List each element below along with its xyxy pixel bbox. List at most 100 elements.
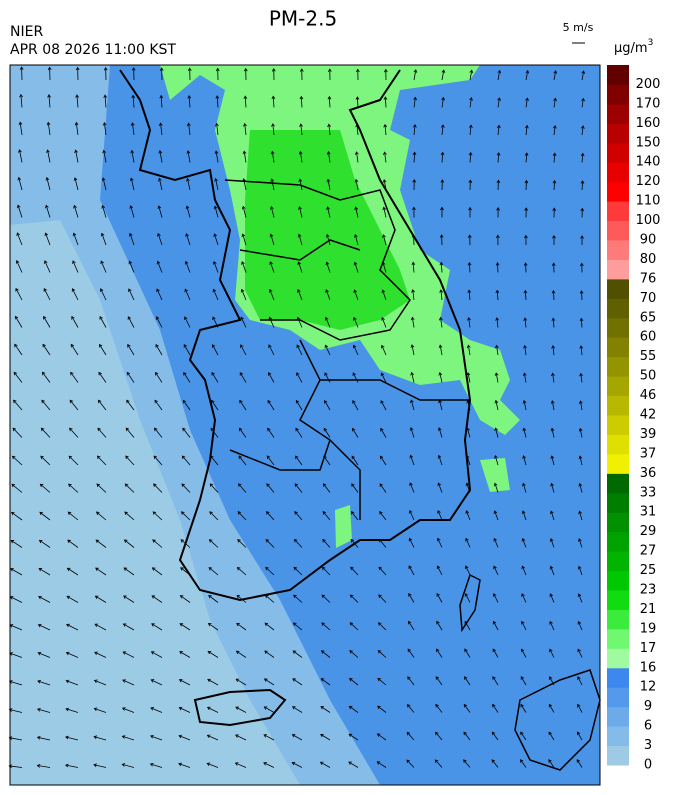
wind-arrow — [492, 648, 499, 658]
wind-arrow — [493, 510, 499, 521]
wind-arrow — [36, 707, 51, 713]
wind-vectors — [8, 66, 586, 769]
wind-arrow — [211, 399, 219, 411]
wind-arrow — [123, 539, 135, 548]
moderate-area-small — [335, 505, 352, 548]
wind-arrow — [213, 205, 219, 218]
wind-arrow — [580, 180, 585, 191]
wind-arrow — [325, 289, 331, 301]
wind-arrow — [463, 759, 471, 768]
wind-arrow — [125, 455, 135, 466]
wind-arrow — [12, 427, 23, 438]
wind-arrow — [410, 316, 415, 328]
wind-arrow — [8, 764, 23, 769]
wind-arrow — [159, 94, 164, 108]
wind-arrow — [411, 261, 416, 273]
wind-arrow — [154, 399, 163, 411]
wind-arrow — [464, 593, 471, 603]
wind-arrow — [408, 565, 415, 576]
wind-arrow — [101, 177, 107, 191]
wind-arrow — [383, 151, 387, 163]
wind-arrow — [263, 762, 275, 768]
wind-arrow — [46, 149, 51, 163]
colorbar-swatch — [607, 745, 629, 766]
wind-arrow — [491, 759, 499, 768]
wind-arrow — [74, 149, 79, 163]
wind-arrow — [214, 150, 219, 163]
wind-arrow — [493, 537, 499, 548]
wind-arrow — [439, 316, 443, 328]
wind-arrow — [327, 95, 332, 108]
wind-arrow — [321, 566, 331, 576]
wind-arrow — [14, 315, 23, 328]
wind-arrow — [237, 539, 247, 548]
colorbar-label: 110 — [636, 194, 661, 209]
wind-arrow — [465, 482, 471, 493]
wind-arrow — [520, 648, 527, 658]
wind-arrow — [45, 176, 51, 191]
wind-arrow — [355, 96, 360, 108]
wind-arrow — [240, 344, 247, 356]
colorbar-swatch — [607, 240, 629, 260]
wind-arrow — [66, 595, 79, 603]
wind-arrow — [465, 565, 471, 576]
colorbar-swatch — [607, 317, 629, 338]
wind-arrow — [325, 233, 331, 246]
colorbar-label: 12 — [640, 680, 657, 695]
wind-arrow — [149, 762, 163, 768]
wind-arrow — [439, 261, 444, 273]
wind-arrow — [185, 205, 191, 218]
wind-arrow — [47, 94, 51, 108]
wind-arrow — [294, 483, 303, 493]
wind-arrow — [293, 566, 303, 576]
wind-arrow — [215, 67, 220, 81]
wind-arrow — [183, 371, 191, 383]
colorbar-label: 31 — [640, 505, 657, 520]
wind-arrow — [103, 66, 108, 81]
wind-arrow — [352, 344, 359, 356]
wind-arrow — [11, 483, 23, 493]
wind-arrow — [379, 483, 387, 493]
wind-arrow — [412, 151, 417, 163]
wind-arrow — [187, 67, 192, 81]
colorbar-label: 37 — [640, 446, 657, 461]
wind-arrow — [524, 207, 529, 218]
wind-arrow — [150, 734, 163, 741]
wind-arrow — [99, 343, 107, 356]
wind-arrow — [47, 66, 52, 81]
wind-arrow — [152, 539, 163, 548]
wind-arrow — [265, 538, 275, 548]
wind-arrow — [550, 400, 555, 411]
wind-arrow — [491, 731, 499, 741]
wind-arrow — [524, 234, 528, 246]
colorbar-label: 25 — [640, 563, 657, 578]
colorbar-swatch — [607, 337, 629, 358]
colorbar-swatch — [607, 220, 629, 241]
province-boundary — [224, 179, 470, 520]
wind-arrow — [465, 510, 471, 521]
wind-arrow — [180, 511, 191, 521]
wind-arrow — [520, 703, 527, 713]
wind-arrow — [186, 150, 191, 163]
wind-arrow — [15, 260, 23, 273]
wind-arrow — [73, 204, 79, 218]
wind-arrow — [234, 762, 247, 768]
wind-arrow — [38, 568, 51, 576]
wind-arrow — [380, 427, 387, 438]
wind-arrow — [441, 69, 446, 81]
wind-arrow — [292, 622, 303, 631]
colorbar-swatch — [607, 278, 629, 299]
wind-arrow — [469, 96, 473, 108]
wind-arrow — [124, 511, 135, 521]
wind-arrow — [351, 483, 359, 493]
wind-arrow — [519, 759, 527, 768]
wind-arrow — [293, 594, 303, 603]
wind-arrow — [437, 427, 443, 438]
wind-arrow — [548, 703, 555, 713]
wind-arrow — [155, 316, 163, 328]
colorbar-label: 6 — [644, 719, 652, 734]
wind-arrow — [271, 123, 275, 136]
wind-arrow — [129, 205, 135, 218]
wind-arrow — [240, 316, 247, 328]
wind-arrow — [523, 262, 528, 273]
